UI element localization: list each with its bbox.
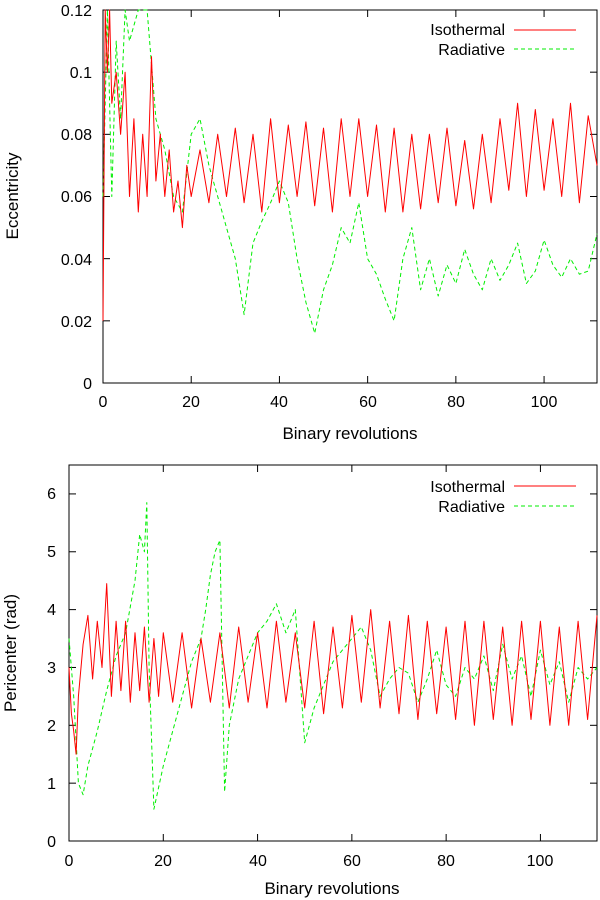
pericenter-plot-frame (68, 464, 598, 842)
eccentricity-legend-radiative-label: Radiative (438, 42, 505, 59)
pericenter-legend-radiative-label: Radiative (438, 499, 505, 516)
eccentricity-panel: 0 0.02 0.04 0.06 0.08 0.1 0.12 0 20 40 6… (3, 3, 598, 443)
pericenter-ytick-5: 5 (47, 544, 56, 561)
pericenter-legend-isothermal-label: Isothermal (430, 479, 505, 496)
pericenter-isothermal-line (68, 583, 598, 755)
pericenter-ylabel: Pericenter (rad) (1, 594, 20, 712)
pericenter-ytick-2: 2 (47, 718, 56, 735)
eccentricity-ytick-0.12: 0.12 (61, 3, 92, 20)
pericenter-ytick-1: 1 (47, 776, 56, 793)
eccentricity-ytick-0: 0 (83, 376, 92, 393)
pericenter-ytick-4: 4 (47, 602, 56, 619)
pericenter-xtick-60: 60 (343, 853, 361, 870)
pericenter-series (68, 502, 598, 810)
pericenter-ytick-3: 3 (47, 660, 56, 677)
eccentricity-ytick-0.1: 0.1 (70, 65, 92, 82)
pericenter-xtick-0: 0 (65, 853, 74, 870)
eccentricity-radiative-line (102, 9, 598, 334)
eccentricity-axis-ticks (102, 9, 597, 384)
eccentricity-xtick-100: 100 (531, 394, 558, 411)
eccentricity-xtick-20: 20 (182, 394, 200, 411)
pericenter-legend: Isothermal Radiative (430, 479, 576, 516)
eccentricity-xtick-60: 60 (359, 394, 377, 411)
pericenter-xtick-80: 80 (437, 853, 455, 870)
pericenter-xtick-20: 20 (154, 853, 172, 870)
eccentricity-ytick-0.02: 0.02 (61, 314, 92, 331)
pericenter-ytick-0: 0 (47, 834, 56, 851)
eccentricity-xtick-0: 0 (99, 394, 108, 411)
pericenter-xlabel: Binary revolutions (264, 879, 399, 898)
eccentricity-isothermal-line (102, 9, 598, 321)
pericenter-xtick-100: 100 (527, 853, 554, 870)
eccentricity-ytick-0.06: 0.06 (61, 189, 92, 206)
eccentricity-legend-isothermal-label: Isothermal (430, 22, 505, 39)
eccentricity-legend: Isothermal Radiative (430, 22, 576, 59)
pericenter-axis-ticks (68, 465, 597, 842)
pericenter-ytick-6: 6 (47, 486, 56, 503)
eccentricity-ytick-0.04: 0.04 (61, 252, 92, 269)
pericenter-radiative-line (68, 502, 598, 810)
eccentricity-ytick-0.08: 0.08 (61, 127, 92, 144)
eccentricity-series (102, 9, 598, 334)
pericenter-panel: 0 1 2 3 4 5 6 0 20 40 60 80 100 Binary r… (1, 464, 598, 898)
eccentricity-xlabel: Binary revolutions (282, 424, 417, 443)
eccentricity-ylabel: Eccentricity (3, 152, 22, 239)
pericenter-xtick-40: 40 (249, 853, 267, 870)
eccentricity-xtick-40: 40 (270, 394, 288, 411)
eccentricity-xtick-80: 80 (447, 394, 465, 411)
